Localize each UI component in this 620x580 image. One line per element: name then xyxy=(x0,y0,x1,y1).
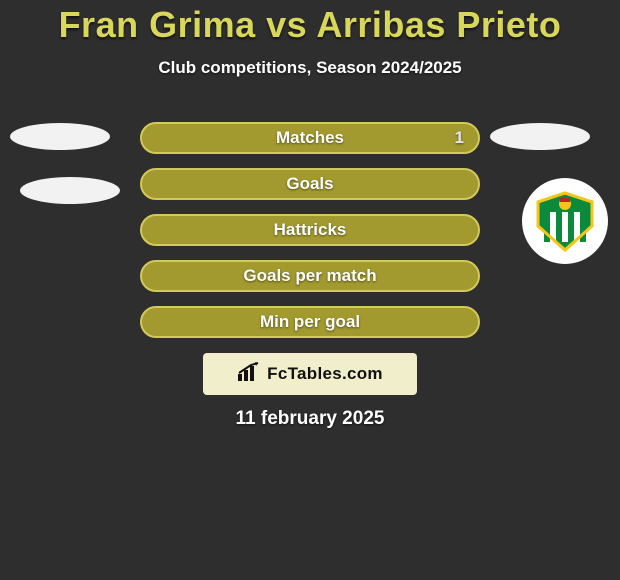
branding-badge: FcTables.com xyxy=(203,353,417,395)
page-subtitle: Club competitions, Season 2024/2025 xyxy=(0,58,620,78)
stat-label: Goals per match xyxy=(243,266,376,286)
real-betis-crest-icon xyxy=(534,190,596,252)
stat-row-matches: Matches 1 xyxy=(140,122,480,154)
page-title: Fran Grima vs Arribas Prieto xyxy=(0,0,620,46)
branding-text: FcTables.com xyxy=(267,364,383,384)
player2-club-badge xyxy=(522,178,608,264)
stat-value-right: 1 xyxy=(455,128,464,148)
stat-label: Hattricks xyxy=(274,220,347,240)
stat-row-goals-per-match: Goals per match xyxy=(140,260,480,292)
stat-row-min-per-goal: Min per goal xyxy=(140,306,480,338)
stat-label: Goals xyxy=(286,174,333,194)
stat-label: Matches xyxy=(276,128,344,148)
stat-label: Min per goal xyxy=(260,312,360,332)
snapshot-date: 11 february 2025 xyxy=(0,408,620,430)
stats-bars-container: Matches 1 Goals Hattricks Goals per matc… xyxy=(140,122,480,352)
player2-avatar-placeholder xyxy=(490,123,590,150)
player1-avatar-placeholder-1 xyxy=(10,123,110,150)
player1-avatar-placeholder-2 xyxy=(20,177,120,204)
stat-row-goals: Goals xyxy=(140,168,480,200)
stat-row-hattricks: Hattricks xyxy=(140,214,480,246)
bar-chart-icon xyxy=(237,362,261,387)
